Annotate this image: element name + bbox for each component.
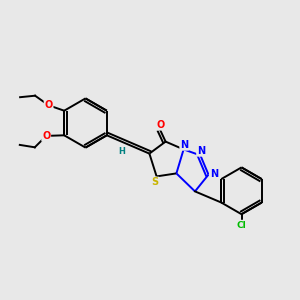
- Text: O: O: [157, 120, 165, 130]
- Text: N: N: [210, 169, 218, 179]
- Text: Cl: Cl: [237, 220, 246, 230]
- Text: O: O: [44, 100, 53, 110]
- Text: N: N: [180, 140, 188, 150]
- Text: O: O: [42, 131, 50, 141]
- Text: H: H: [118, 146, 125, 155]
- Text: N: N: [197, 146, 205, 156]
- Text: S: S: [152, 177, 159, 188]
